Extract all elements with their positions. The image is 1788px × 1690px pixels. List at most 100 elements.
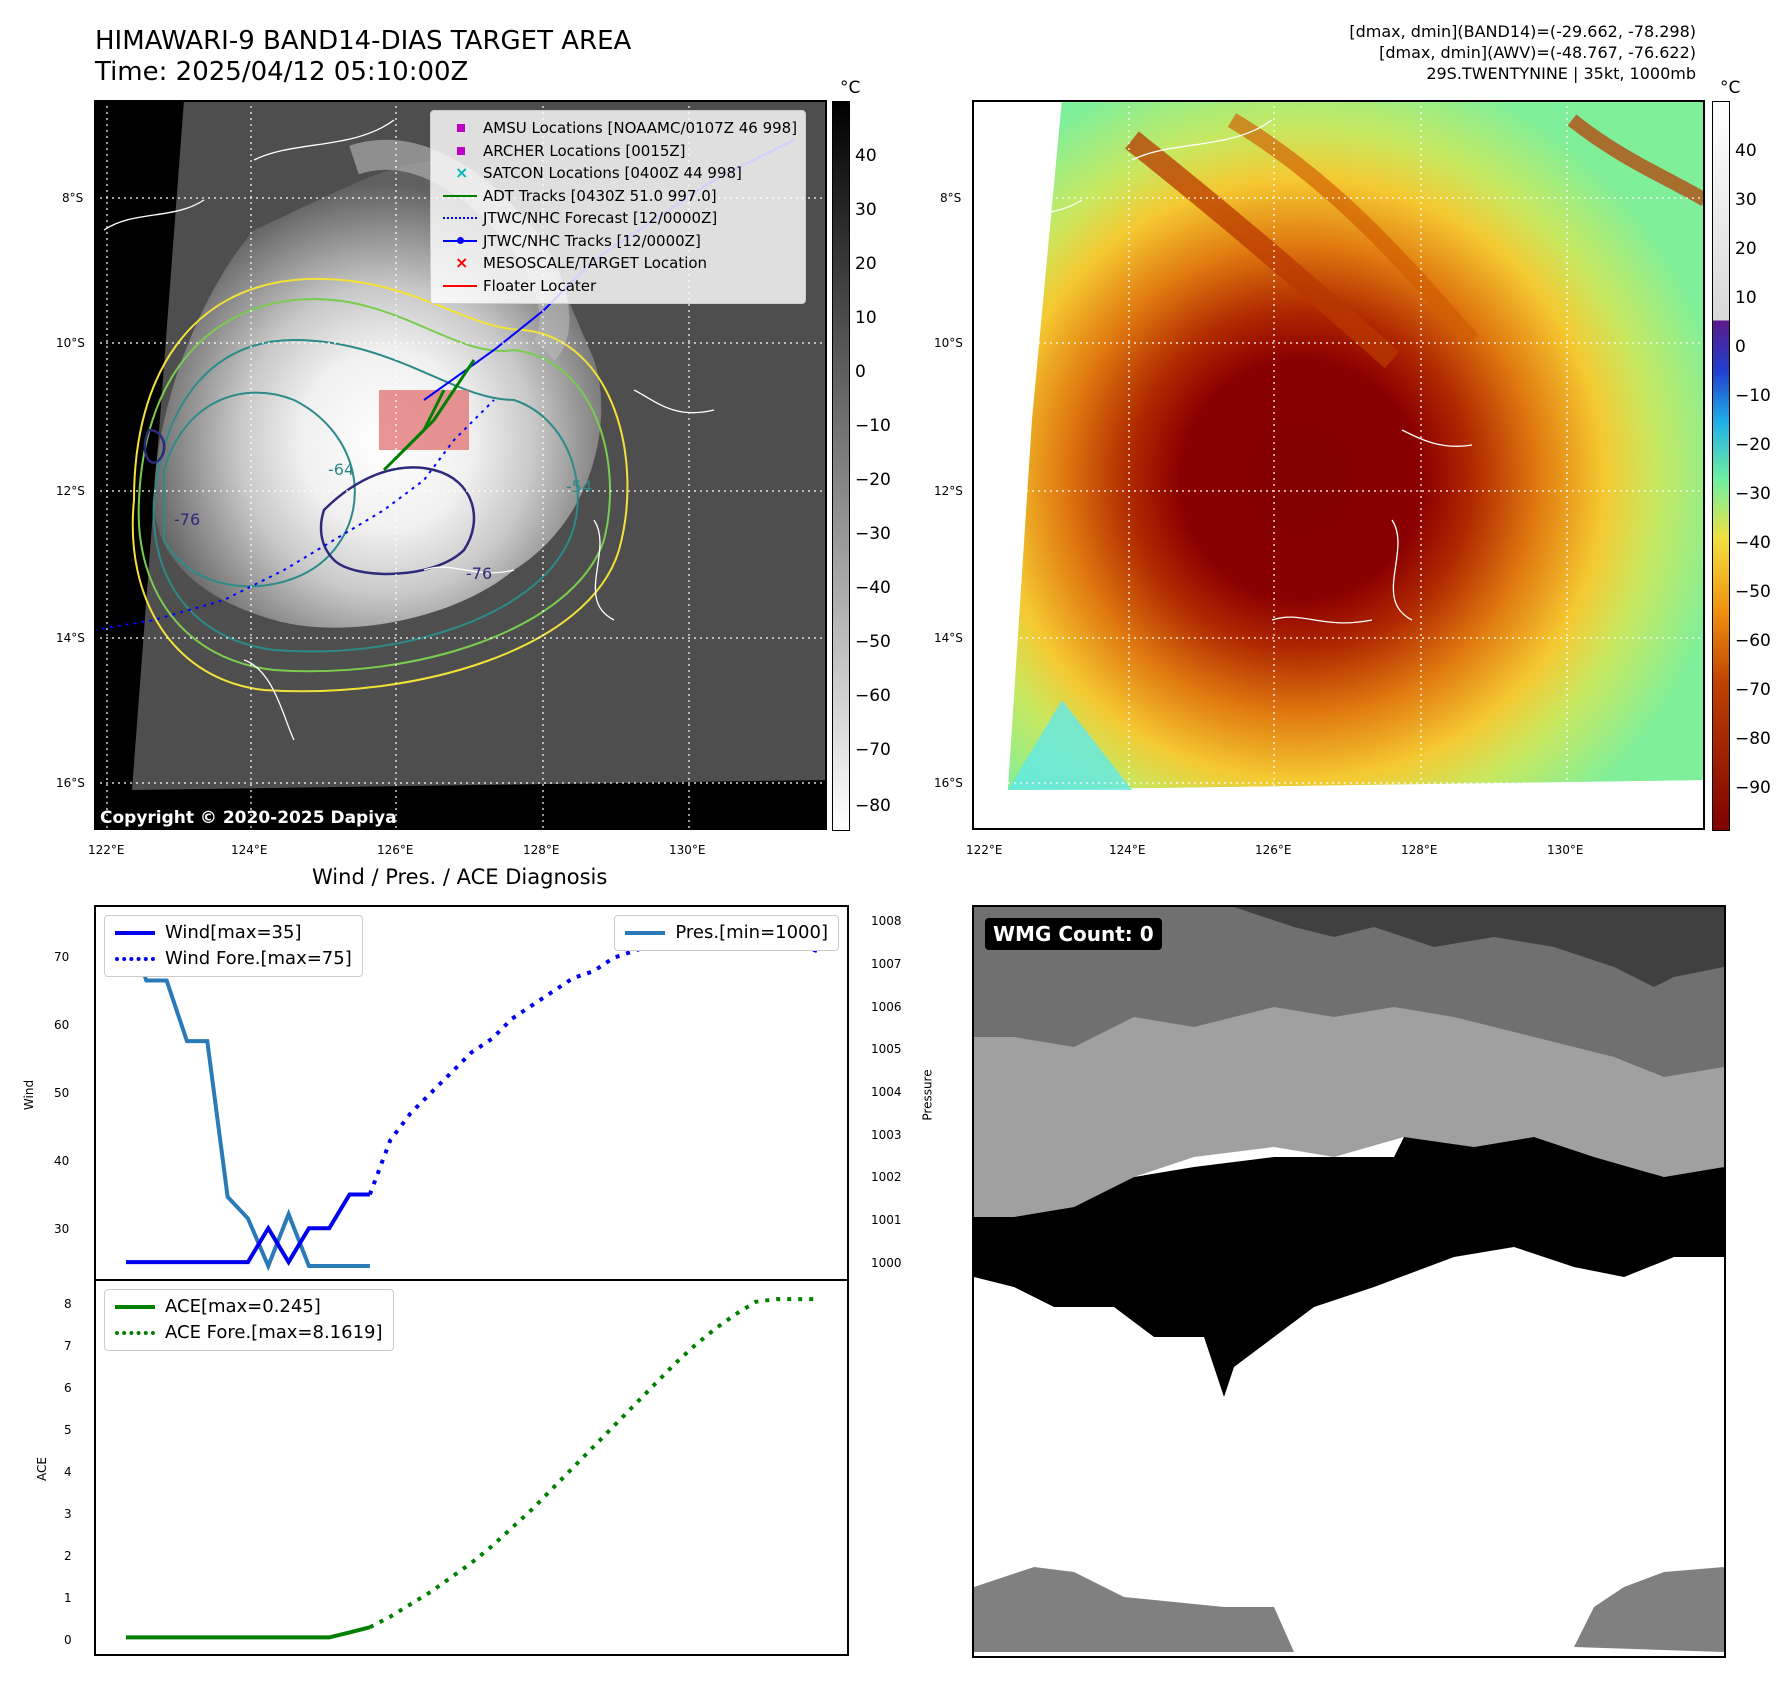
- x-marker-icon: ×: [455, 253, 469, 273]
- colorbar-tick: 10: [1735, 288, 1757, 308]
- wind-tick: 50: [54, 1086, 70, 1100]
- colorbar-tick: −50: [1735, 582, 1771, 602]
- wind-series-line: [126, 1192, 370, 1266]
- lat-label: 10°S: [56, 336, 85, 350]
- dotted-line-icon: [115, 957, 155, 961]
- pressure-tick: 1006: [871, 1000, 902, 1014]
- wmg-image: [974, 907, 1724, 1656]
- wmg-panel: WMG Count: 0: [972, 905, 1726, 1658]
- colorbar-tick: −80: [1735, 729, 1771, 749]
- color-colorbar: [1712, 101, 1730, 831]
- colorbar-tick: 0: [1735, 337, 1746, 357]
- lon-label: 128°E: [523, 843, 560, 857]
- legend-label: Wind Fore.[max=75]: [165, 948, 352, 969]
- legend-label: Pres.[min=1000]: [675, 922, 828, 943]
- pressure-tick: 1005: [871, 1042, 902, 1056]
- storm-info: 29S.TWENTYNINE | 35kt, 1000mb: [1426, 64, 1696, 83]
- colorbar-tick: −40: [1735, 533, 1771, 553]
- colorbar-tick: −30: [855, 524, 891, 544]
- figure-time: Time: 2025/04/12 05:10:00Z: [95, 57, 469, 87]
- lat-label: 10°S: [934, 336, 963, 350]
- ace-tick: 7: [64, 1339, 72, 1353]
- wind-pressure-axes: Wind[max=35] Wind Fore.[max=75] Pres.[mi…: [94, 905, 849, 1281]
- contour-label: -54: [566, 477, 593, 496]
- ace-tick: 5: [64, 1423, 72, 1437]
- lon-label: 126°E: [377, 843, 414, 857]
- wind-tick: 40: [54, 1154, 70, 1168]
- colorbar-tick: −10: [855, 416, 891, 436]
- dotted-line-icon: [443, 217, 477, 220]
- lon-label: 122°E: [88, 843, 125, 857]
- colorbar-tick: −60: [1735, 631, 1771, 651]
- ace-tick: 2: [64, 1549, 72, 1563]
- colorbar-tick: −10: [1735, 386, 1771, 406]
- solid-line-icon: [115, 931, 155, 935]
- colorbar-tick: −20: [1735, 435, 1771, 455]
- lat-label: 12°S: [934, 484, 963, 498]
- map-legend: AMSU Locations [NOAAMC/0107Z 46 998] ARC…: [430, 110, 807, 304]
- wmg-count-label: WMG Count: 0: [985, 918, 1162, 950]
- ace-tick: 6: [64, 1381, 72, 1395]
- dotted-line-icon: [115, 1331, 155, 1335]
- lon-label: 124°E: [231, 843, 268, 857]
- ir-map-panel: -64 -76 -76 -54 AMSU Locations [NOAAMC/0…: [94, 100, 827, 830]
- colorbar-tick: 10: [855, 308, 877, 328]
- gray-colorbar: [832, 101, 850, 831]
- lon-label: 126°E: [1255, 843, 1292, 857]
- line-icon: [443, 194, 477, 197]
- copyright-label: Copyright © 2020-2025 Dapiya: [100, 808, 397, 828]
- legend-label: JTWC/NHC Tracks [12/0000Z]: [483, 231, 701, 250]
- colorbar-tick: −20: [855, 470, 891, 490]
- colorbar-tick: −40: [855, 578, 891, 598]
- colorbar-tick: −80: [855, 796, 891, 816]
- wind-tick: 30: [54, 1222, 70, 1236]
- colorbar-tick: 20: [855, 254, 877, 274]
- line-icon: [443, 284, 477, 287]
- colorbar-unit: °C: [840, 78, 861, 98]
- legend-label: ARCHER Locations [0015Z]: [483, 141, 686, 160]
- lon-label: 122°E: [966, 843, 1003, 857]
- ace-forecast-series-line: [368, 1297, 817, 1630]
- lon-label: 130°E: [1547, 843, 1584, 857]
- solid-line-icon: [625, 931, 666, 935]
- pressure-tick: 1008: [871, 914, 902, 928]
- legend-label: MESOSCALE/TARGET Location: [483, 254, 708, 272]
- colorbar-tick: −70: [855, 740, 891, 760]
- pressure-series-line: [124, 919, 370, 1272]
- wind-legend: Wind[max=35] Wind Fore.[max=75]: [104, 915, 363, 977]
- dot-icon: [457, 236, 464, 244]
- ace-tick: 4: [64, 1465, 72, 1479]
- colorbar-tick: 30: [1735, 190, 1757, 210]
- ace-tick: 0: [64, 1633, 72, 1647]
- lat-label: 14°S: [56, 631, 85, 645]
- colorbar-tick: 40: [1735, 141, 1757, 161]
- lon-label: 128°E: [1401, 843, 1438, 857]
- lat-label: 14°S: [934, 631, 963, 645]
- legend-label: JTWC/NHC Forecast [12/0000Z]: [483, 209, 718, 227]
- ace-axis-label: ACE: [34, 1457, 49, 1481]
- pressure-tick: 1001: [871, 1213, 902, 1227]
- lat-label: 16°S: [56, 776, 85, 790]
- lat-label: 8°S: [62, 191, 84, 205]
- ace-axes: ACE[max=0.245] ACE Fore.[max=8.1619]: [94, 1279, 849, 1656]
- contour-label: -76: [174, 510, 201, 529]
- ace-tick: 8: [64, 1297, 72, 1311]
- contour-label: -76: [466, 564, 493, 583]
- awv-map-image: [974, 102, 1703, 828]
- lat-label: 8°S: [940, 191, 962, 205]
- pressure-legend: Pres.[min=1000]: [614, 915, 839, 951]
- stats-band14: [dmax, dmin](BAND14)=(-29.662, -78.298): [1349, 22, 1696, 41]
- wind-tick: 70: [54, 950, 70, 964]
- pressure-tick: 1004: [871, 1085, 902, 1099]
- ace-plot: [126, 1297, 817, 1640]
- square-icon: [457, 124, 465, 133]
- colorbar-tick: 20: [1735, 239, 1757, 259]
- ace-tick: 1: [64, 1591, 72, 1605]
- contour-label: -64: [328, 460, 355, 479]
- x-marker-icon: ×: [455, 163, 469, 183]
- pressure-tick: 1002: [871, 1170, 902, 1184]
- lon-label: 124°E: [1109, 843, 1146, 857]
- lat-label: 16°S: [934, 776, 963, 790]
- solid-line-icon: [115, 1305, 155, 1309]
- figure-title: HIMAWARI-9 BAND14-DIAS TARGET AREA: [95, 26, 632, 56]
